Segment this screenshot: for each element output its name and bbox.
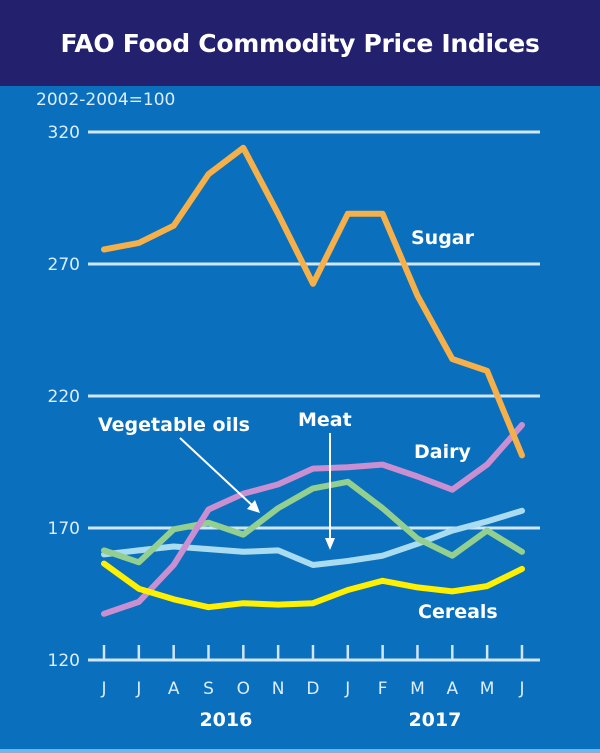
y-tick-label: 170 bbox=[48, 519, 80, 539]
meat-arrowhead bbox=[325, 538, 335, 550]
x-tick-label: J bbox=[135, 679, 141, 699]
x-tick-label: O bbox=[237, 679, 250, 699]
x-tick-label: S bbox=[203, 679, 214, 699]
annotation-dairy: Dairy bbox=[414, 441, 471, 463]
year-label: 2016 bbox=[199, 709, 252, 731]
annotation-cereals: Cereals bbox=[418, 601, 498, 623]
x-tick-label: J bbox=[518, 679, 524, 699]
y-tick-label: 320 bbox=[48, 123, 80, 143]
x-tick-label: F bbox=[378, 679, 388, 699]
series-line-vegetable-oils bbox=[101, 478, 525, 566]
title-bar bbox=[0, 0, 600, 86]
y-tick-label: 220 bbox=[48, 387, 80, 407]
series-line-cereals bbox=[101, 560, 525, 611]
x-tick-label: A bbox=[168, 679, 180, 699]
x-tick-label: J bbox=[100, 679, 106, 699]
annotation-sugar: Sugar bbox=[411, 227, 475, 249]
annotation-meat: Meat bbox=[298, 409, 352, 431]
x-tick-label: J bbox=[344, 679, 350, 699]
series-line-dairy bbox=[101, 422, 525, 617]
vegetable-oils-arrowhead bbox=[247, 500, 260, 513]
y-axis-unit-label: 2002-2004=100 bbox=[36, 90, 176, 110]
x-tick-label: D bbox=[306, 679, 319, 699]
y-tick-label: 270 bbox=[48, 255, 80, 275]
y-tick-label: 120 bbox=[48, 651, 80, 671]
x-tick-label: M bbox=[480, 679, 495, 699]
annotation-vegetable-oils: Vegetable oils bbox=[98, 414, 250, 436]
bottom-border bbox=[0, 749, 600, 753]
x-tick-label: N bbox=[272, 679, 285, 699]
x-tick-label: M bbox=[410, 679, 425, 699]
series-line-sugar bbox=[101, 144, 525, 459]
series-line-meat bbox=[101, 507, 525, 568]
year-label: 2017 bbox=[408, 709, 461, 731]
x-tick-label: A bbox=[446, 679, 458, 699]
chart-title: FAO Food Commodity Price Indices bbox=[60, 28, 540, 58]
chart-panel bbox=[4, 86, 596, 749]
vegetable-oils-arrow-line bbox=[179, 437, 255, 508]
